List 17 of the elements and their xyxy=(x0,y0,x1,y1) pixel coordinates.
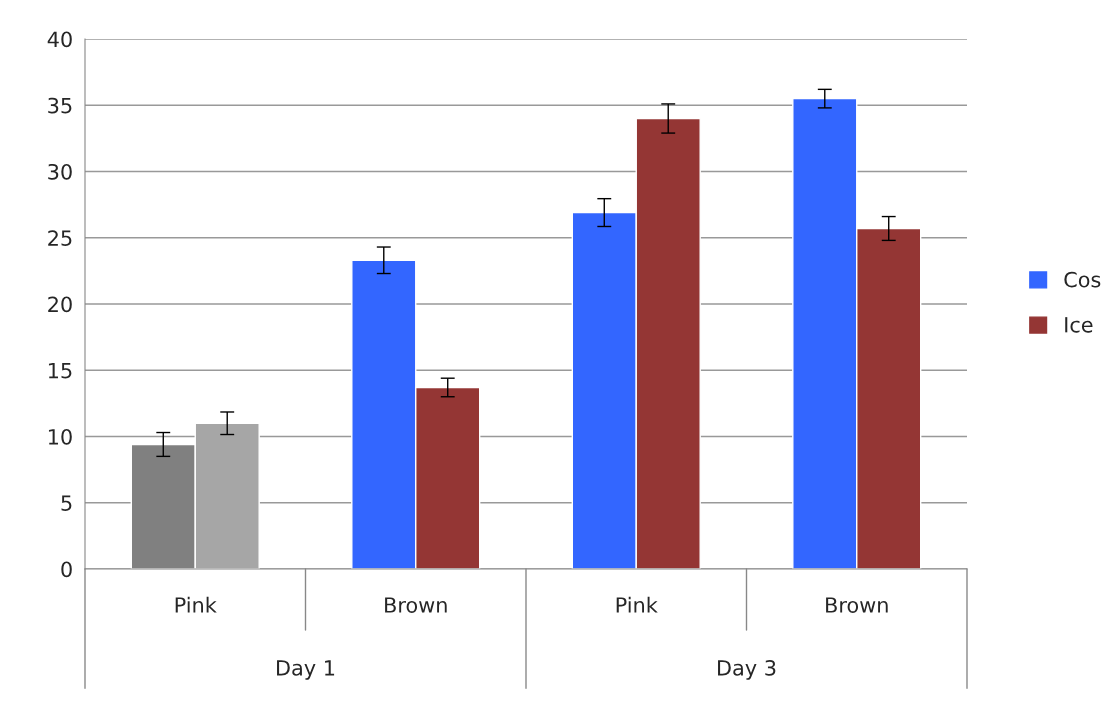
y-tick-label: 35 xyxy=(48,97,72,114)
y-tick-label: 20 xyxy=(48,296,72,313)
legend-label: Cos xyxy=(1064,271,1101,288)
y-tick-label: 10 xyxy=(48,428,72,445)
y-tick-label: 25 xyxy=(48,230,72,246)
text: Day 1 xyxy=(277,660,335,680)
x-tick-label: Pink xyxy=(175,596,217,613)
y-tick-label: 30 xyxy=(48,163,72,180)
x-tick-label: Pink xyxy=(616,596,658,613)
y-tick-label: 40 xyxy=(47,31,72,48)
y-tick-label: 0 xyxy=(61,561,72,578)
y-tick-label: 15 xyxy=(48,362,72,379)
legend-label: Ice xyxy=(1065,317,1093,333)
text: Day 3 xyxy=(718,659,776,680)
y-tick-label: 5 xyxy=(61,495,72,511)
x-tick-label: Brown xyxy=(826,597,888,613)
x-tick-label: Brown xyxy=(385,597,447,613)
